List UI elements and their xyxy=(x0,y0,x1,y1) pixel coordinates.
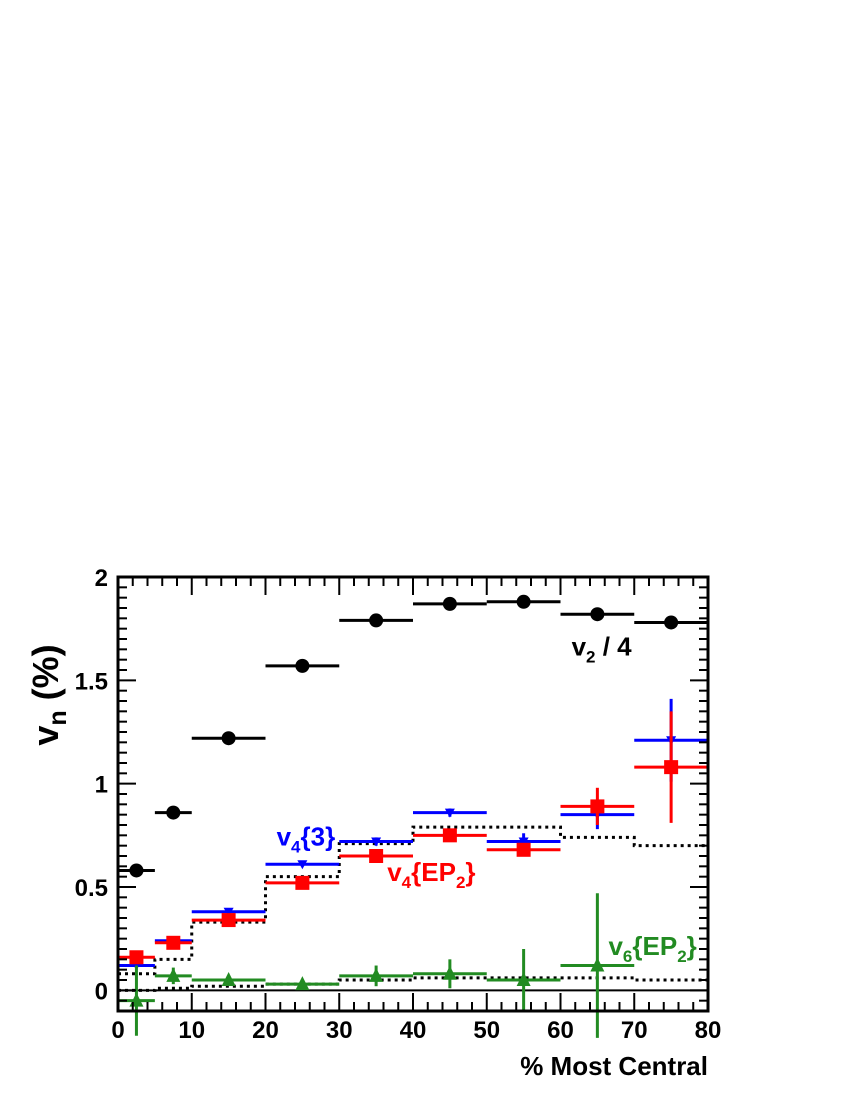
y-axis-title-unit: (%) xyxy=(25,644,66,710)
annotation-text: {3} xyxy=(301,822,336,852)
y-tick-label: 1 xyxy=(95,772,108,799)
data-point xyxy=(221,972,236,986)
data-point xyxy=(369,849,384,863)
tick-labels: 0 10 20 30 40 50 60 70 80 0 0.5 1 1.5 2 xyxy=(75,565,722,1044)
annotation-text: } xyxy=(687,931,697,961)
data-point xyxy=(166,935,181,950)
annotation-v6_ep2: v6{EP2} xyxy=(608,931,696,966)
annotation-text: / 4 xyxy=(596,632,633,662)
series-v2 xyxy=(118,594,708,878)
annotation-v2: v2 / 4 xyxy=(572,632,633,667)
data-point xyxy=(166,967,181,982)
y-tick-label: 0.5 xyxy=(75,875,108,902)
x-tick-label: 70 xyxy=(621,1017,648,1044)
y-axis-title-subscript: n xyxy=(44,710,72,725)
data-point xyxy=(166,805,181,820)
reference-line-upper xyxy=(118,825,708,976)
annotation-text: {EP xyxy=(632,931,677,961)
series-v6_ep2 xyxy=(118,893,635,1038)
y-tick-label: 2 xyxy=(95,565,108,592)
annotation-text: v xyxy=(277,822,292,852)
x-tick-label: 50 xyxy=(473,1017,500,1044)
data-point xyxy=(442,828,457,843)
x-tick-label: 60 xyxy=(547,1017,574,1044)
data-point xyxy=(516,842,531,857)
data-point xyxy=(518,837,529,847)
annotation-subscript: 6 xyxy=(623,947,632,966)
y-axis-title-base: v xyxy=(25,726,66,746)
data-point xyxy=(590,799,605,814)
data-point xyxy=(369,613,384,628)
annotation-text: } xyxy=(465,857,475,887)
series-annotations: v2 / 4v4{3}v4{EP2}v6{EP2} xyxy=(277,632,697,967)
annotation-subscript: 2 xyxy=(677,947,686,966)
annotation-text: {EP xyxy=(411,857,456,887)
data-point xyxy=(444,808,455,818)
data-point xyxy=(221,913,236,928)
x-tick-label: 0 xyxy=(111,1017,124,1044)
y-tick-label: 0 xyxy=(95,978,108,1005)
data-point xyxy=(442,965,457,980)
data-series xyxy=(118,594,708,1038)
data-point xyxy=(516,594,531,609)
x-tick-label: 40 xyxy=(400,1017,427,1044)
data-point xyxy=(664,760,679,775)
data-point xyxy=(129,863,144,878)
data-point xyxy=(223,907,234,917)
y-tick-label: 1.5 xyxy=(75,668,108,695)
data-point xyxy=(664,615,679,630)
data-point xyxy=(295,875,310,890)
data-point xyxy=(295,976,310,991)
data-point xyxy=(221,731,236,746)
annotation-v4_3: v4{3} xyxy=(277,822,336,857)
data-point xyxy=(297,860,308,870)
series-v4_ep2 xyxy=(118,711,708,965)
annotation-text: v xyxy=(387,857,402,887)
annotation-subscript: 4 xyxy=(402,873,412,892)
plot-frame xyxy=(116,575,710,1013)
x-tick-label: 10 xyxy=(178,1017,205,1044)
x-tick-label: 30 xyxy=(326,1017,353,1044)
data-point xyxy=(442,596,457,611)
x-tick-label: 80 xyxy=(695,1017,722,1044)
annotation-text: v xyxy=(572,632,587,662)
annotation-subscript: 2 xyxy=(456,873,465,892)
x-tick-label: 20 xyxy=(252,1017,279,1044)
data-point xyxy=(129,950,144,965)
annotation-text: v xyxy=(608,931,623,961)
annotation-subscript: 2 xyxy=(586,648,595,667)
data-point xyxy=(590,607,605,622)
data-point xyxy=(371,837,382,847)
annotation-subscript: 4 xyxy=(291,838,301,857)
data-point xyxy=(295,658,310,673)
data-point xyxy=(590,957,605,972)
data-point xyxy=(516,972,531,986)
annotation-v4_ep2: v4{EP2} xyxy=(387,857,475,892)
data-point xyxy=(369,967,384,982)
x-axis-title: % Most Central xyxy=(520,1051,708,1081)
y-axis-title: vn (%) xyxy=(25,644,72,745)
